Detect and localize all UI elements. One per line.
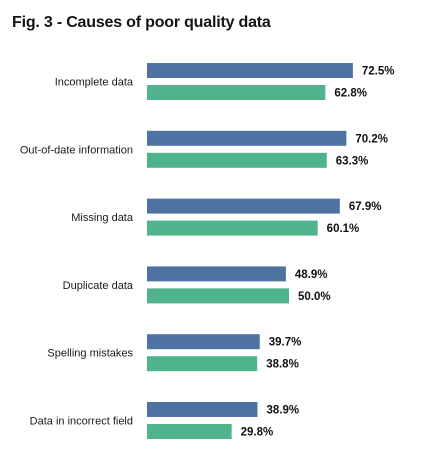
bar-series-1 <box>147 63 353 78</box>
bar-group: Duplicate data 48.9% 50.0% <box>63 266 331 304</box>
value-label: 63.3% <box>336 155 369 167</box>
category-label: Data in incorrect field <box>30 416 133 428</box>
bar-group: Data in incorrect field 38.9% 29.8% <box>30 402 299 439</box>
bar-series-1 <box>147 334 260 350</box>
bar-series-2 <box>147 220 318 236</box>
category-label: Duplicate data <box>63 280 134 292</box>
bar-group: Incomplete data 72.5% 62.8% <box>55 63 395 100</box>
value-label: 50.0% <box>298 291 331 303</box>
category-label: Out-of-date information <box>20 144 133 156</box>
bar-series-1 <box>147 402 258 417</box>
category-label: Incomplete data <box>55 77 134 89</box>
bar-group: Spelling mistakes 39.7% 38.8% <box>47 334 302 372</box>
category-label: Spelling mistakes <box>47 348 133 360</box>
value-label: 38.8% <box>266 359 299 371</box>
bar-series-2 <box>147 356 258 372</box>
value-label: 29.8% <box>241 427 274 439</box>
bar-series-2 <box>147 152 327 168</box>
bar-series-1 <box>147 266 286 282</box>
value-label: 60.1% <box>327 223 360 235</box>
value-label: 48.9% <box>295 269 328 281</box>
bar-series-2 <box>147 85 326 100</box>
value-label: 38.9% <box>266 405 299 417</box>
bar-group: Out-of-date information 70.2% 63.3% <box>20 130 388 168</box>
chart-title: Fig. 3 - Causes of poor quality data <box>12 14 271 31</box>
category-label: Missing data <box>71 212 134 224</box>
value-label: 62.8% <box>334 88 367 100</box>
bar-series-1 <box>147 130 347 146</box>
value-label: 72.5% <box>362 66 395 78</box>
value-label: 39.7% <box>269 337 302 349</box>
value-label: 67.9% <box>349 201 382 213</box>
value-label: 70.2% <box>355 133 388 145</box>
bar-group: Missing data 67.9% 60.1% <box>71 198 382 236</box>
bar-series-2 <box>147 288 289 304</box>
bar-series-1 <box>147 198 340 214</box>
bar-series-2 <box>147 424 232 439</box>
